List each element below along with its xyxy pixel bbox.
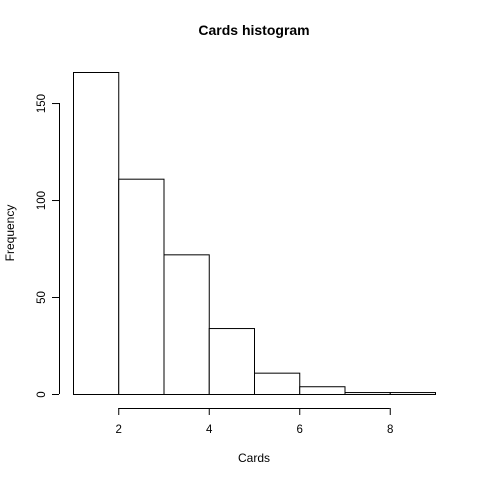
histogram-bar-8: [389, 392, 436, 396]
chart-title: Cards histogram: [198, 22, 309, 38]
histogram-bar-2: [118, 178, 165, 395]
x-axis-label: Cards: [238, 451, 270, 465]
y-axis-label: Frequency: [3, 205, 17, 262]
x-tick-label-8: 8: [387, 424, 393, 436]
histogram-bar-5: [254, 372, 301, 396]
y-tick-label-100: 100: [36, 191, 48, 210]
histogram-bar-3: [163, 254, 210, 395]
y-tick-label-150: 150: [36, 94, 48, 113]
x-tick-label-6: 6: [297, 424, 303, 436]
histogram-bar-7: [344, 392, 391, 396]
x-tick-label-4: 4: [206, 424, 213, 436]
y-tick-label-0: 0: [36, 391, 48, 397]
y-axis: 0 50 100 150: [36, 94, 60, 398]
bars-group: [73, 72, 436, 396]
y-tick-label-50: 50: [36, 291, 48, 304]
histogram-bar-1: [73, 72, 120, 395]
histogram-bar-4: [208, 328, 255, 395]
x-tick-label-2: 2: [116, 424, 122, 436]
x-axis: 2 4 6 8: [116, 408, 393, 436]
histogram-bar-6: [299, 386, 346, 396]
